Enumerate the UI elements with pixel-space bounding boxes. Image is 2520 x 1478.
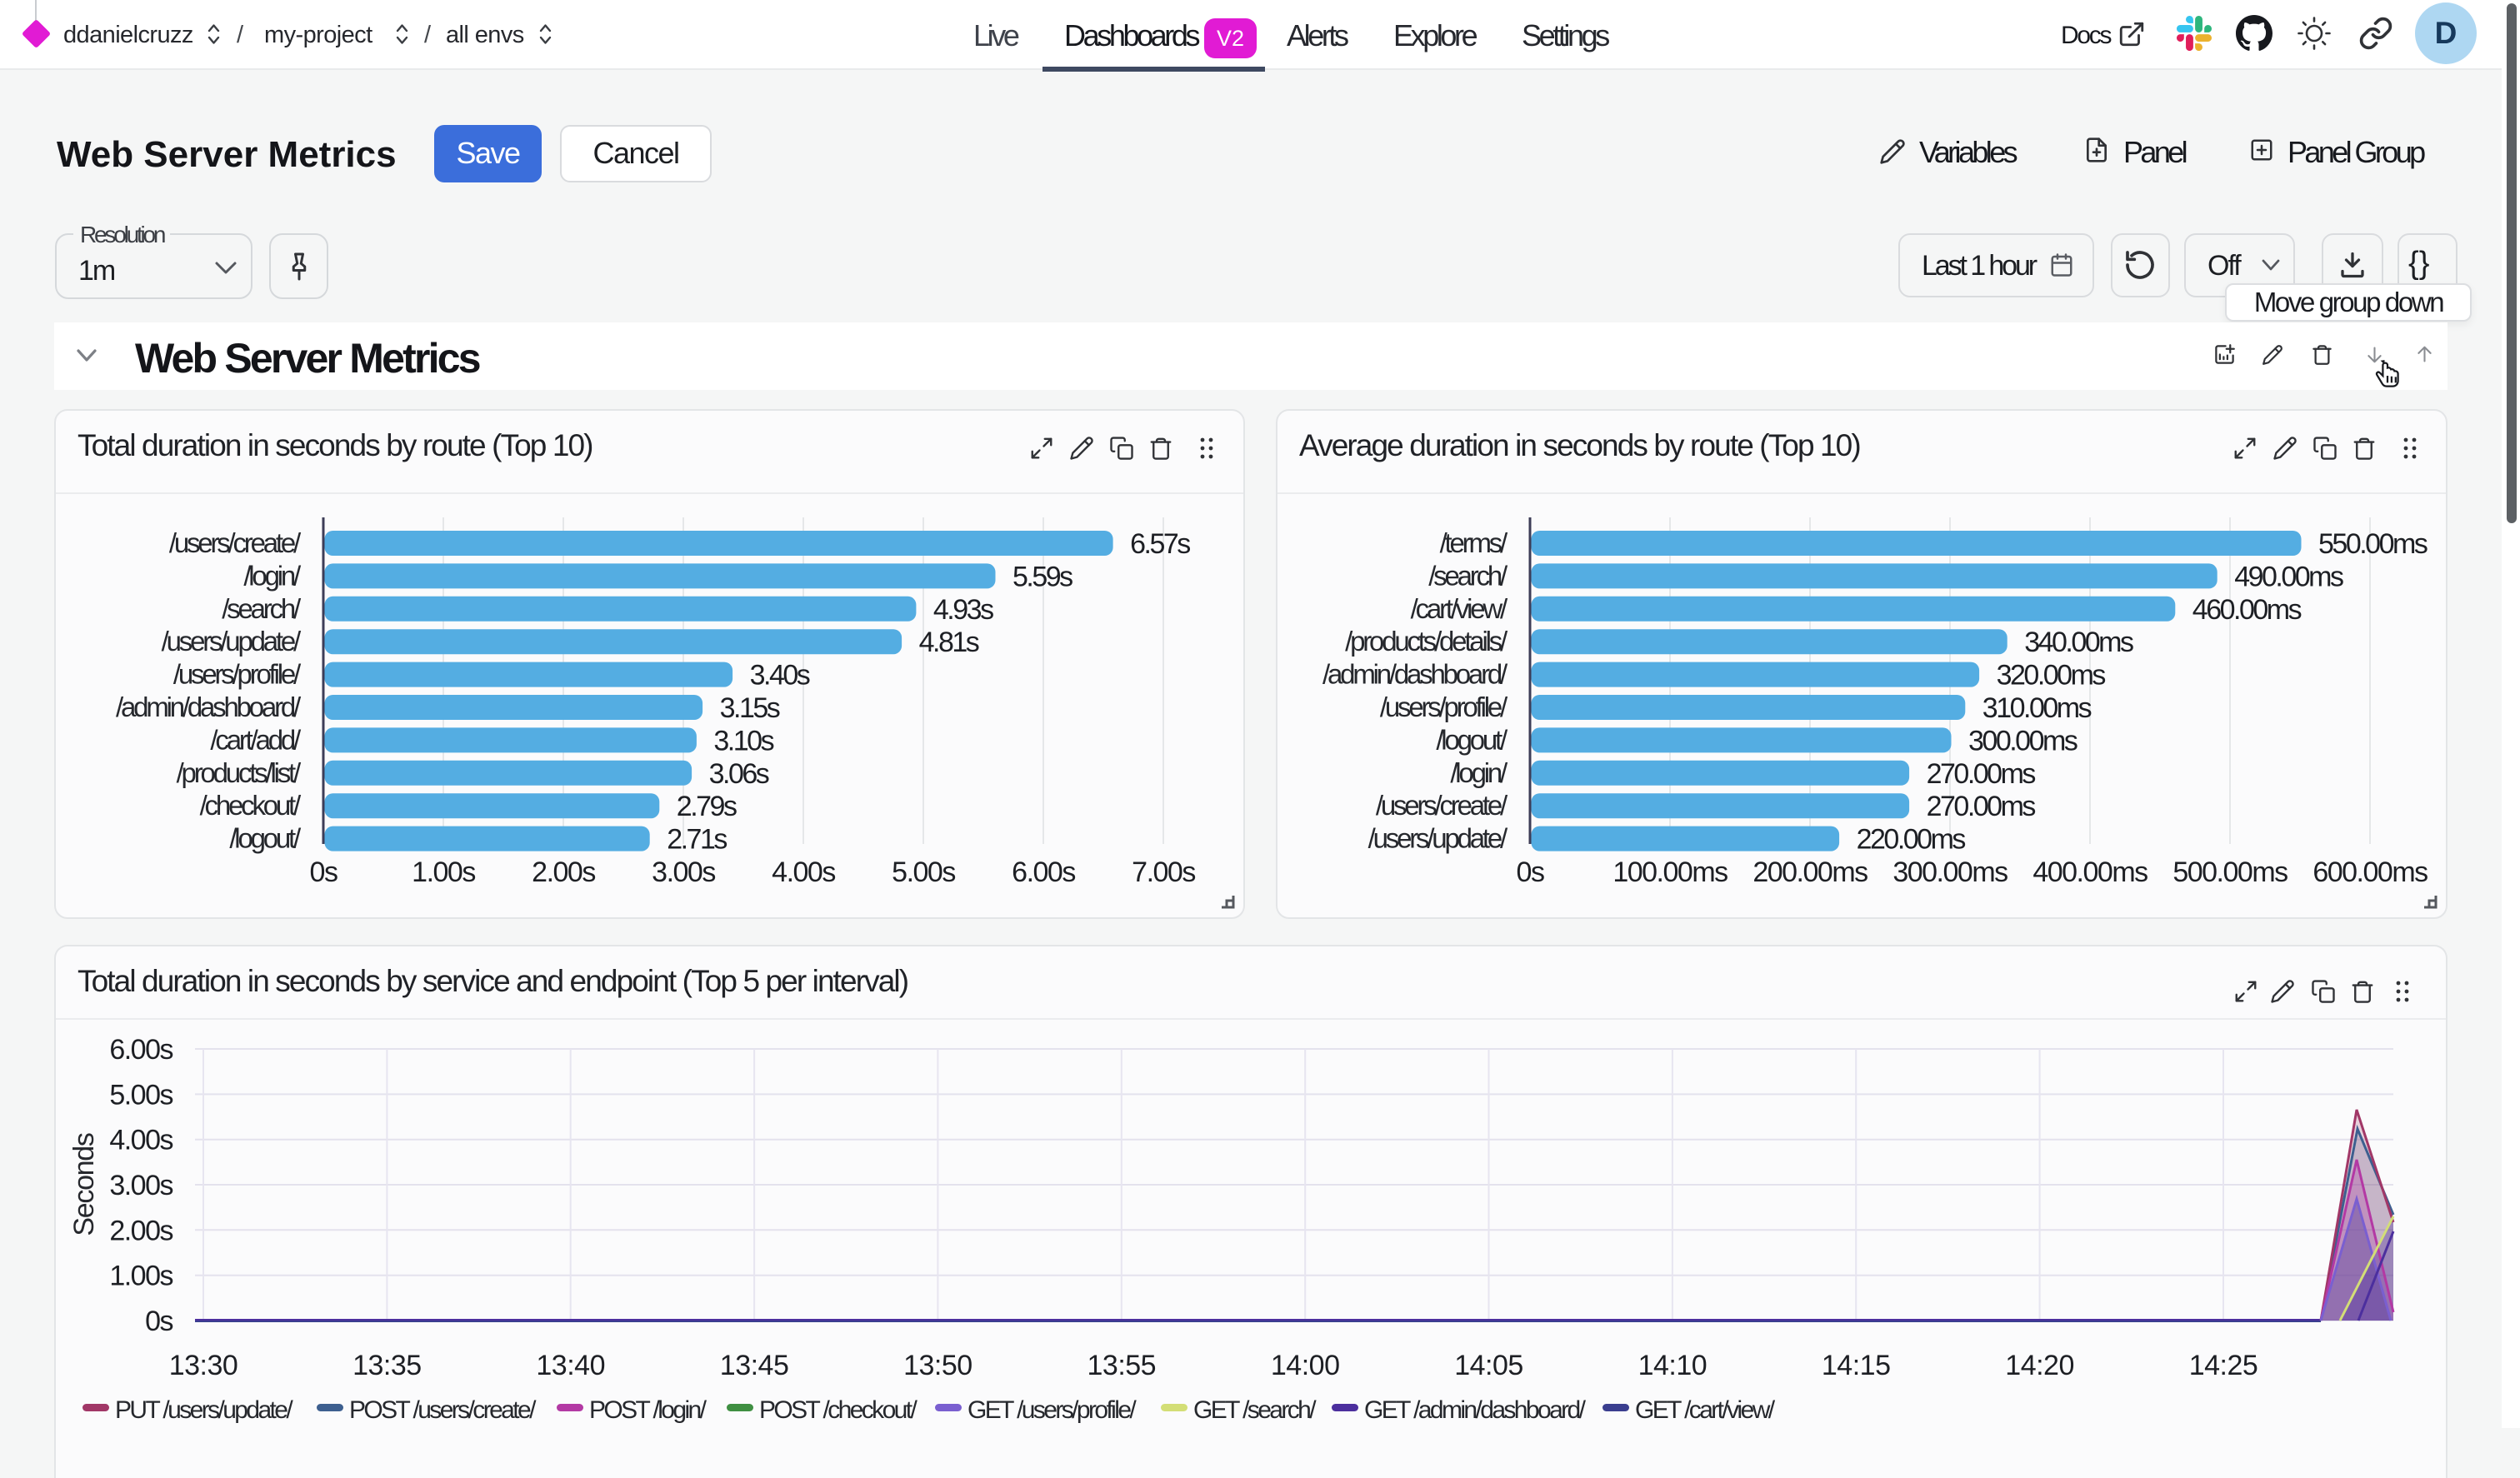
svg-text:14:20: 14:20 (2005, 1350, 2074, 1381)
svg-text:14:15: 14:15 (1822, 1350, 1891, 1381)
svg-text:/users/profile/: /users/profile/ (173, 659, 302, 690)
svg-text:270.00ms: 270.00ms (1927, 791, 2036, 822)
svg-text:7.00s: 7.00s (1132, 856, 1195, 888)
svg-text:0s: 0s (310, 856, 338, 888)
svg-text:14:05: 14:05 (1454, 1350, 1523, 1381)
svg-text:490.00ms: 490.00ms (2234, 561, 2343, 592)
svg-text:300.00ms: 300.00ms (1892, 856, 2008, 888)
svg-text:4.00s: 4.00s (772, 856, 835, 888)
svg-text:500.00ms: 500.00ms (2172, 856, 2288, 888)
svg-text:/users/update/: /users/update/ (162, 626, 302, 657)
svg-text:200.00ms: 200.00ms (1752, 856, 1868, 888)
svg-text:2.79s: 2.79s (677, 791, 737, 822)
svg-text:14:25: 14:25 (2189, 1350, 2258, 1381)
svg-text:/cart/add/: /cart/add/ (210, 724, 302, 755)
svg-text:/checkout/: /checkout/ (200, 790, 302, 821)
svg-text:310.00ms: 310.00ms (1982, 692, 2092, 724)
svg-text:270.00ms: 270.00ms (1927, 758, 2036, 790)
svg-text:6.57s: 6.57s (1130, 528, 1190, 560)
svg-text:/users/create/: /users/create/ (1376, 790, 1508, 821)
svg-text:13:40: 13:40 (536, 1350, 605, 1381)
svg-text:220.00ms: 220.00ms (1857, 824, 1966, 856)
svg-text:3.06s: 3.06s (709, 758, 769, 790)
svg-text:300.00ms: 300.00ms (1968, 725, 2078, 756)
svg-text:/logout/: /logout/ (229, 823, 302, 854)
svg-text:3.15s: 3.15s (720, 692, 780, 724)
svg-text:1.00s: 1.00s (412, 856, 475, 888)
svg-text:GET /users/profile/: GET /users/profile/ (968, 1396, 1137, 1424)
svg-text:14:10: 14:10 (1638, 1350, 1708, 1381)
svg-text:4.00s: 4.00s (109, 1125, 172, 1156)
svg-text:13:35: 13:35 (352, 1350, 422, 1381)
svg-text:/terms/: /terms/ (1440, 527, 1508, 558)
svg-text:/login/: /login/ (243, 560, 302, 591)
svg-text:GET /cart/view/: GET /cart/view/ (1635, 1396, 1776, 1424)
svg-text:340.00ms: 340.00ms (2024, 627, 2133, 658)
svg-text:/search/: /search/ (222, 593, 302, 624)
svg-text:3.00s: 3.00s (109, 1170, 172, 1201)
svg-text:5.59s: 5.59s (1012, 561, 1072, 592)
svg-text:550.00ms: 550.00ms (2318, 528, 2428, 560)
svg-text:460.00ms: 460.00ms (2192, 594, 2302, 626)
svg-text:POST /users/create/: POST /users/create/ (349, 1396, 537, 1424)
svg-text:14:00: 14:00 (1271, 1350, 1340, 1381)
svg-text:13:30: 13:30 (169, 1350, 238, 1381)
svg-text:2.00s: 2.00s (109, 1215, 172, 1246)
svg-text:6.00s: 6.00s (109, 1034, 172, 1066)
svg-text:0s: 0s (145, 1306, 172, 1337)
svg-text:320.00ms: 320.00ms (1997, 660, 2106, 692)
svg-text:3.10s: 3.10s (713, 725, 773, 756)
svg-text:100.00ms: 100.00ms (1612, 856, 1728, 888)
svg-text:/login/: /login/ (1450, 757, 1508, 788)
svg-text:/users/create/: /users/create/ (169, 527, 302, 558)
svg-text:/logout/: /logout/ (1436, 724, 1508, 755)
svg-text:1.00s: 1.00s (109, 1261, 172, 1292)
svg-text:2.00s: 2.00s (532, 856, 595, 888)
svg-text:600.00ms: 600.00ms (2312, 856, 2428, 888)
svg-text:13:50: 13:50 (903, 1350, 972, 1381)
svg-text:PUT /users/update/: PUT /users/update/ (115, 1396, 293, 1424)
svg-text:4.81s: 4.81s (919, 627, 979, 658)
svg-text:Seconds: Seconds (68, 1133, 100, 1236)
svg-text:5.00s: 5.00s (892, 856, 955, 888)
svg-text:13:45: 13:45 (720, 1350, 789, 1381)
svg-text:/admin/dashboard/: /admin/dashboard/ (116, 692, 302, 722)
svg-text:/users/profile/: /users/profile/ (1380, 692, 1508, 722)
svg-text:0s: 0s (1517, 856, 1544, 888)
svg-text:/search/: /search/ (1428, 560, 1508, 591)
svg-text:3.40s: 3.40s (750, 660, 810, 692)
svg-text:2.71s: 2.71s (667, 824, 727, 856)
svg-text:POST /checkout/: POST /checkout/ (759, 1396, 918, 1424)
svg-text:/products/details/: /products/details/ (1345, 626, 1508, 657)
svg-text:/cart/view/: /cart/view/ (1411, 593, 1508, 624)
svg-text:13:55: 13:55 (1088, 1350, 1157, 1381)
svg-text:/admin/dashboard/: /admin/dashboard/ (1322, 659, 1508, 690)
svg-text:GET /admin/dashboard/: GET /admin/dashboard/ (1364, 1396, 1587, 1424)
svg-text:/products/list/: /products/list/ (177, 757, 302, 788)
svg-text:5.00s: 5.00s (109, 1079, 172, 1111)
svg-text:6.00s: 6.00s (1012, 856, 1075, 888)
svg-text:400.00ms: 400.00ms (2032, 856, 2148, 888)
svg-text:3.00s: 3.00s (652, 856, 715, 888)
svg-text:4.93s: 4.93s (933, 594, 993, 626)
svg-text:GET /search/: GET /search/ (1193, 1396, 1317, 1424)
svg-text:POST /login/: POST /login/ (589, 1396, 708, 1424)
svg-text:/users/update/: /users/update/ (1368, 823, 1508, 854)
